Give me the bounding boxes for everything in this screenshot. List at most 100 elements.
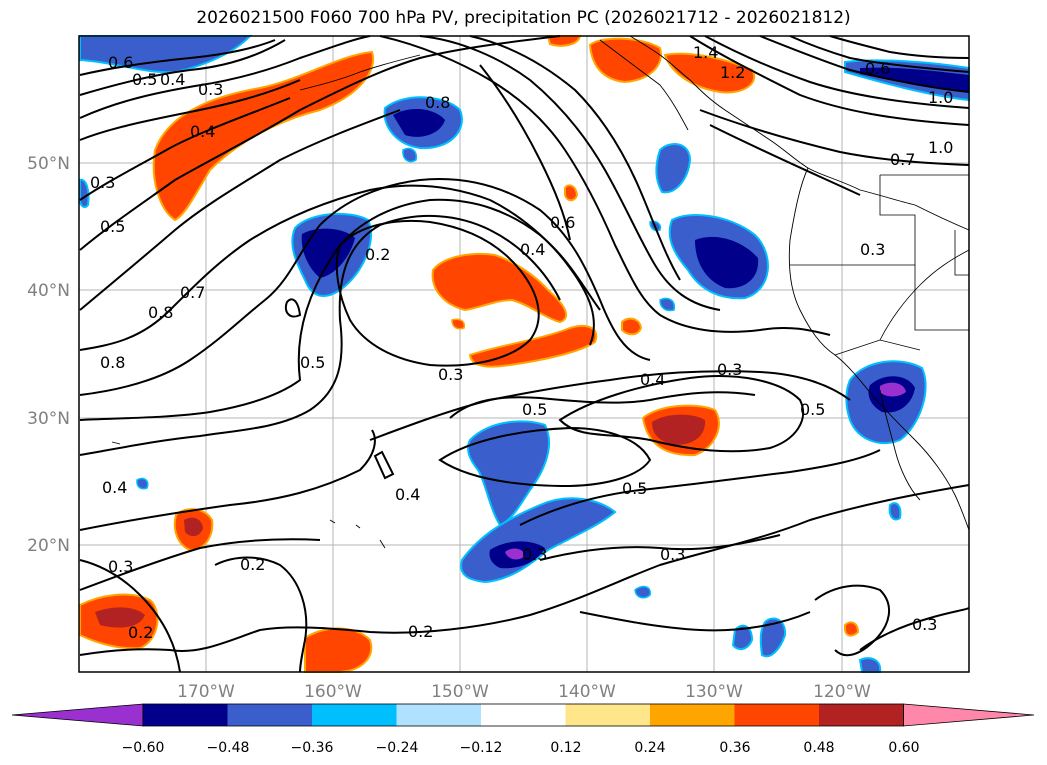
negative-area (402, 147, 418, 163)
colorbar-segment (565, 704, 650, 726)
positive-area-strong (95, 607, 145, 628)
contour-label: 0.6 (550, 213, 575, 232)
colorbar-segment (312, 704, 397, 726)
contour-label: 0.4 (190, 122, 215, 141)
contour-label: 0.2 (408, 622, 433, 641)
political-borders (790, 174, 970, 356)
colorbar-segment (819, 704, 904, 726)
contour-label: 0.4 (395, 485, 420, 504)
pv-contours (79, 35, 970, 673)
negative-area (655, 143, 692, 194)
contour-label: 0.3 (198, 80, 223, 99)
contour-label: 0.5 (100, 217, 125, 236)
contour-label: 0.5 (522, 400, 547, 419)
map-title: 2026021500 F060 700 hPa PV, precipitatio… (196, 8, 851, 28)
negative-area (731, 624, 754, 651)
contour-label: 0.4 (160, 70, 185, 89)
contour-label: 0.4 (102, 478, 127, 497)
colorbar-tick: 0.36 (719, 740, 750, 756)
lat-label-50n: 50°N (27, 154, 70, 174)
colorbar-tick: −0.60 (122, 740, 165, 756)
positive-area (621, 317, 643, 336)
positive-area (844, 621, 860, 637)
lon-label-130w: 130°W (685, 682, 743, 702)
colorbar-segment (227, 704, 312, 726)
contour-label: 0.3 (860, 240, 885, 259)
contour-label: 0.4 (520, 240, 545, 259)
negative-area (79, 178, 90, 209)
contour-label: 0.8 (148, 303, 173, 322)
negative-area-extreme (880, 382, 906, 397)
contour-label: 0.3 (717, 360, 742, 379)
colorbar-tick: −0.36 (291, 740, 334, 756)
colorbar (11, 703, 1035, 727)
contour-label: 0.3 (108, 557, 133, 576)
negative-area (136, 477, 149, 490)
contour-label: 0.8 (425, 93, 450, 112)
contour-label: 0.3 (438, 365, 463, 384)
contour-label: 0.6 (865, 59, 890, 78)
contour-label: 0.3 (660, 545, 685, 564)
positive-area (588, 37, 662, 84)
lon-label-150w: 150°W (431, 682, 489, 702)
contour-label: 0.6 (108, 53, 133, 72)
lon-label-170w: 170°W (177, 682, 235, 702)
latitude-labels: 50°N 40°N 30°N 20°N (27, 154, 70, 556)
contour-label: 0.2 (365, 245, 390, 264)
negative-area (659, 297, 676, 312)
lat-label-40n: 40°N (27, 281, 70, 301)
map-frame (78, 35, 970, 673)
colorbar-tick-labels: −0.60 −0.48 −0.36 −0.24 −0.12 0.12 0.24 … (122, 740, 920, 756)
lat-label-20n: 20°N (27, 536, 70, 556)
contour-label: 0.5 (132, 70, 157, 89)
contour-label: 0.7 (180, 283, 205, 302)
colorbar-tick: 0.24 (634, 740, 665, 756)
contour-label: 1.4 (693, 43, 718, 62)
colorbar-segment (481, 704, 566, 726)
contour-label: 1.2 (720, 63, 745, 82)
colorbar-tick: −0.12 (460, 740, 503, 756)
positive-area (152, 50, 375, 222)
colorbar-outline (142, 703, 904, 727)
lon-label-160w: 160°W (304, 682, 362, 702)
colorbar-tick: 0.12 (550, 740, 581, 756)
colorbar-segment (650, 704, 735, 726)
contour-label: 0.7 (890, 150, 915, 169)
colorbar-segment (734, 704, 819, 726)
contour-label: 0.2 (128, 623, 153, 642)
longitude-labels: 170°W 160°W 150°W 140°W 130°W 120°W (177, 682, 871, 702)
positive-area-strong (652, 414, 706, 445)
graticule (79, 36, 969, 672)
positive-area (663, 52, 755, 94)
contour-label: 0.5 (800, 400, 825, 419)
contour-label: 0.3 (912, 615, 937, 634)
lon-label-140w: 140°W (558, 682, 616, 702)
contour-label: 1.0 (928, 88, 953, 107)
colorbar-tick: 0.48 (803, 740, 834, 756)
colorbar-tick: −0.48 (207, 740, 250, 756)
contour-label: 1.0 (928, 138, 953, 157)
contour-label: 0.3 (90, 173, 115, 192)
positive-area (564, 184, 579, 202)
negative-area (634, 585, 651, 599)
contour-label: 0.5 (300, 353, 325, 372)
contour-label-group: 0.6 0.5 0.4 0.3 0.4 0.8 1.4 1.2 0.6 1.0 … (90, 43, 953, 642)
colorbar-tick: 0.60 (888, 740, 919, 756)
contour-label: 0.5 (622, 479, 647, 498)
contour-label: 0.3 (522, 545, 547, 564)
colorbar-extend-high (903, 703, 1035, 727)
negative-area-strong (393, 108, 445, 137)
positive-area-strong (184, 517, 203, 537)
negative-area-strong (860, 67, 969, 92)
negative-area-strong (695, 236, 759, 289)
lat-label-30n: 30°N (27, 409, 70, 429)
contour-label: 0.4 (640, 370, 665, 389)
colorbar-tick: −0.24 (376, 740, 419, 756)
colorbar-segment (143, 704, 228, 726)
positive-area (451, 318, 466, 330)
positive-area (431, 252, 568, 324)
lon-label-120w: 120°W (813, 682, 871, 702)
contour-label: 0.2 (240, 555, 265, 574)
negative-area (759, 617, 787, 658)
